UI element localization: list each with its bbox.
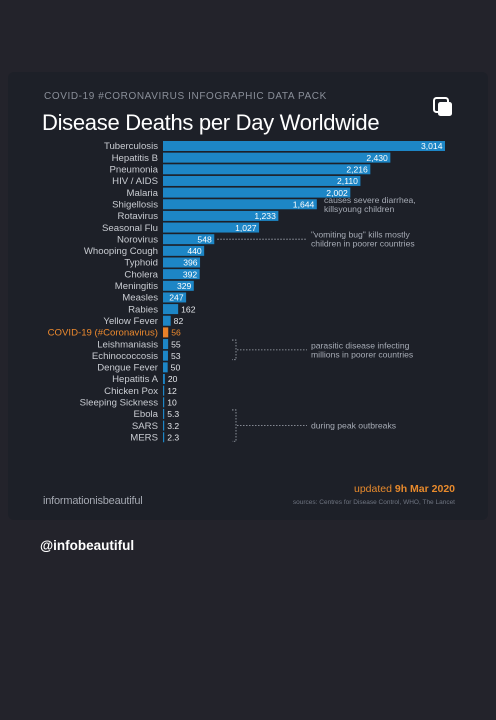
bar xyxy=(163,280,194,291)
category-label: Echinococcosis xyxy=(92,351,158,362)
bar xyxy=(163,304,179,315)
value-label: 3.2 xyxy=(167,421,179,431)
bar xyxy=(163,292,187,303)
category-label: SARS xyxy=(132,421,158,432)
value-label: 5.3 xyxy=(167,409,179,419)
bar xyxy=(163,141,445,151)
bar xyxy=(163,385,165,396)
category-label: HIV / AIDS xyxy=(112,176,158,187)
bar xyxy=(163,315,171,326)
value-label: 1,233 xyxy=(254,211,276,221)
bar xyxy=(163,350,168,361)
pack-label: COVID-19 #CORONAVIRUS INFOGRAPHIC DATA P… xyxy=(44,91,327,102)
bar xyxy=(163,210,279,221)
category-label: Dengue Fever xyxy=(97,363,159,374)
bar xyxy=(163,269,200,280)
value-label: 2,430 xyxy=(366,153,388,163)
category-label: Chicken Pox xyxy=(104,386,158,397)
category-label: Seasonal Flu xyxy=(102,223,158,234)
annotation-text: killsyoung children xyxy=(324,204,394,214)
value-label: 392 xyxy=(183,269,198,279)
value-label: 548 xyxy=(197,234,212,244)
annotation-text: during peak outbreaks xyxy=(311,421,396,431)
value-label: 162 xyxy=(181,304,196,314)
value-label: 2,216 xyxy=(346,165,368,175)
value-label: 53 xyxy=(171,351,181,361)
category-label: Norovirus xyxy=(117,234,158,245)
annotation-text: parasitic disease infecting xyxy=(311,340,410,350)
bar xyxy=(163,164,371,175)
value-label: 2.3 xyxy=(167,432,179,442)
category-label: Rotavirus xyxy=(117,211,158,222)
annotation-bracket xyxy=(232,339,237,361)
updated-date: 9h Mar 2020 xyxy=(394,483,455,495)
value-label: 82 xyxy=(174,316,184,326)
bar xyxy=(163,152,391,163)
bar xyxy=(163,374,165,384)
category-label: Pneumonia xyxy=(109,165,158,176)
brand-wordmark: informationisbeautiful xyxy=(43,495,143,507)
chart-title: Disease Deaths per Day Worldwide xyxy=(42,110,380,135)
value-label: 247 xyxy=(169,293,184,303)
category-label: Meningitis xyxy=(115,281,158,292)
value-label: 440 xyxy=(187,246,202,256)
value-label: 3,014 xyxy=(421,141,443,151)
value-label: 2,002 xyxy=(326,188,348,198)
value-label: 1,644 xyxy=(293,199,315,209)
value-label: 2,110 xyxy=(337,176,358,186)
category-label: MERS xyxy=(130,432,158,443)
category-label: Leishmaniasis xyxy=(97,339,158,350)
category-label: Yellow Fever xyxy=(103,316,158,327)
copy-icon[interactable] xyxy=(432,96,454,118)
account-handle[interactable]: @infobeautiful xyxy=(40,538,135,553)
bar xyxy=(163,199,317,210)
category-label: Rabies xyxy=(128,304,158,315)
value-label: 396 xyxy=(183,258,198,268)
category-label: Tuberculosis xyxy=(104,141,158,152)
bar xyxy=(163,257,201,268)
bar xyxy=(163,362,168,373)
bar xyxy=(163,222,260,233)
category-label: Measles xyxy=(122,293,158,304)
updated-note: updated 9h Mar 2020 xyxy=(354,483,455,495)
category-label: Sleeping Sickness xyxy=(80,398,159,409)
value-label: 50 xyxy=(171,363,181,373)
annotation-text: causes severe diarrhea, xyxy=(324,195,416,205)
value-label: 12 xyxy=(167,386,177,396)
bar xyxy=(163,245,205,256)
category-label: Hepatitis B xyxy=(112,153,158,164)
category-label: COVID-19 (#Coronavirus) xyxy=(48,328,158,339)
category-label: Hepatitis A xyxy=(112,374,158,385)
bar xyxy=(163,175,361,186)
value-label: 329 xyxy=(177,281,192,291)
bar xyxy=(163,234,215,245)
sources-note: sources: Centres for Disease Control, WH… xyxy=(292,499,455,506)
value-label: 55 xyxy=(171,339,181,349)
annotation-bracket xyxy=(232,409,237,442)
bar xyxy=(163,339,169,350)
value-label: 10 xyxy=(167,398,177,408)
category-label: Whooping Cough xyxy=(84,246,158,257)
value-label: 56 xyxy=(171,328,181,338)
bar xyxy=(163,420,165,431)
bar xyxy=(163,187,351,198)
category-label: Ebola xyxy=(133,409,158,420)
value-label: 20 xyxy=(168,374,178,384)
category-label: Malaria xyxy=(127,188,159,199)
bar xyxy=(163,432,165,443)
category-label: Shigellosis xyxy=(112,199,158,210)
updated-prefix: updated xyxy=(353,483,392,495)
category-label: Typhoid xyxy=(124,258,158,269)
annotation-text: "vomiting bug" kills mostly xyxy=(311,230,410,240)
bar xyxy=(163,397,165,408)
bar xyxy=(163,408,165,419)
category-label: Cholera xyxy=(124,269,158,280)
annotation-text: millions in poorer countries xyxy=(311,349,413,359)
bar xyxy=(163,327,169,338)
annotation-text: children in poorer countries xyxy=(311,239,415,249)
value-label: 1,027 xyxy=(235,223,257,233)
